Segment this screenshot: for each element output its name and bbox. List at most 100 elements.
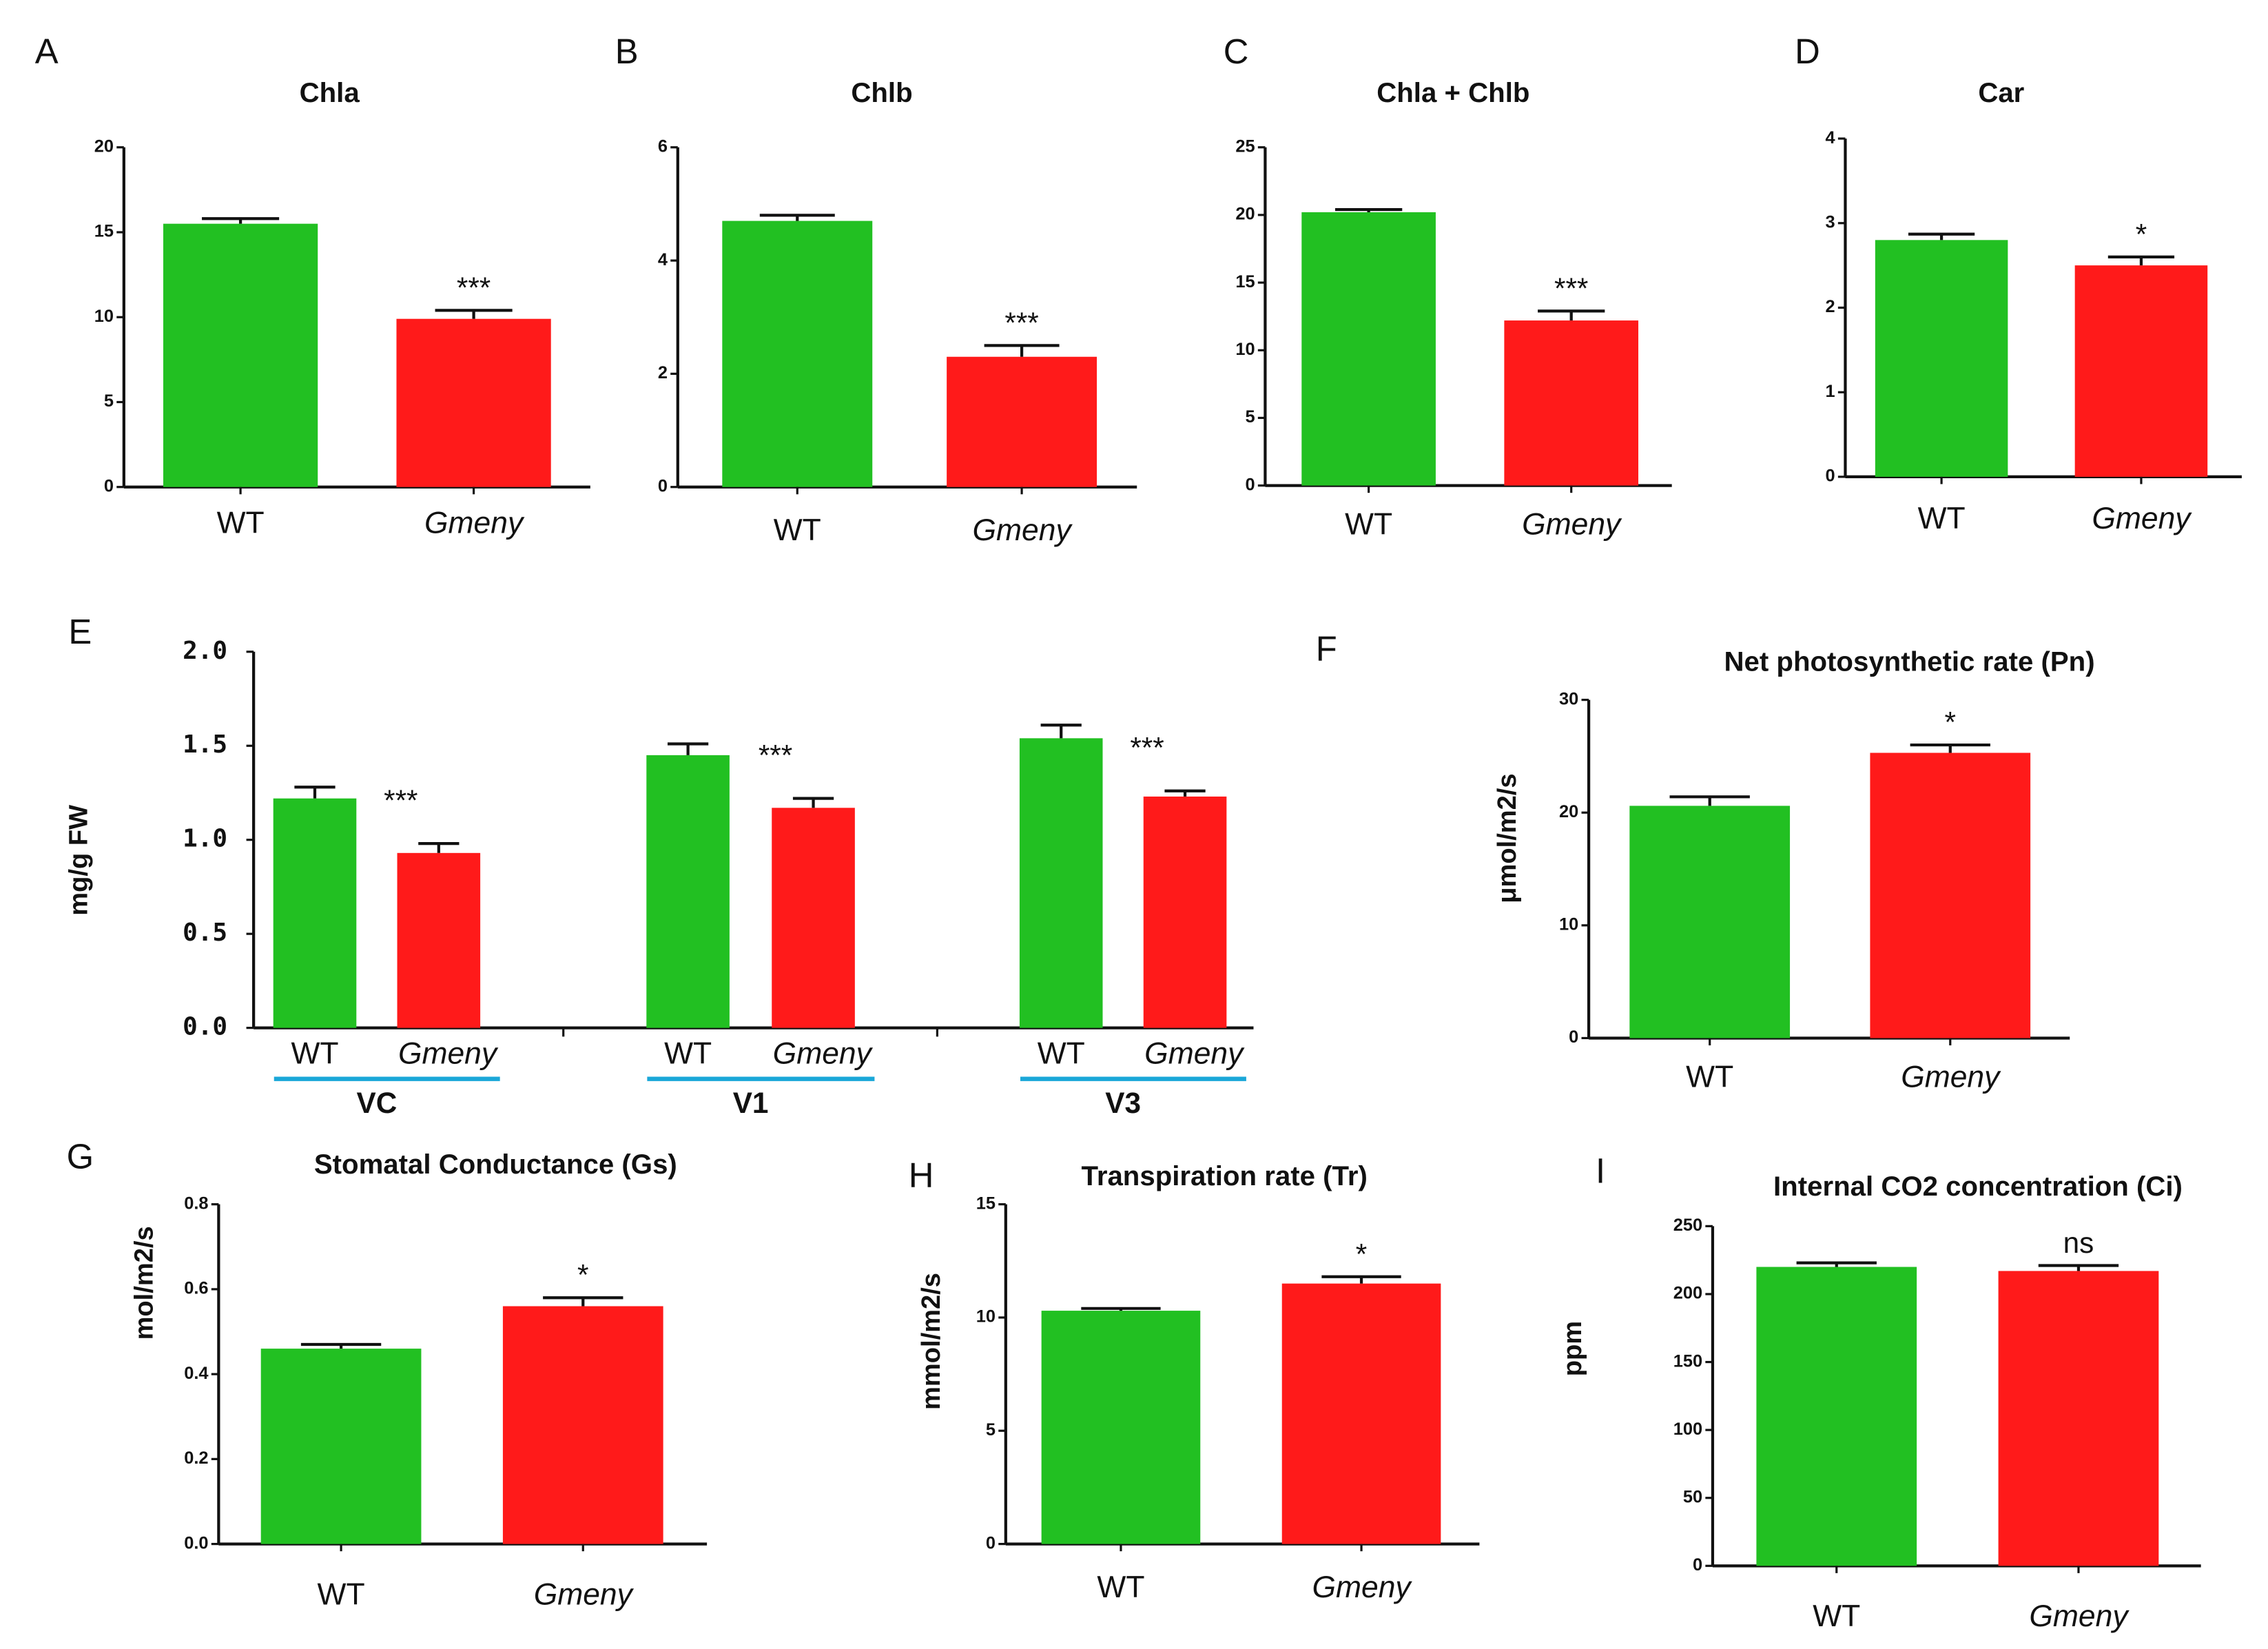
bar	[1870, 752, 2031, 1038]
bar	[1629, 806, 1791, 1038]
panel-letter: H	[909, 1156, 934, 1195]
chart-title: Stomatal Conductance (Gs)	[314, 1149, 677, 1180]
significance-label: *	[577, 1259, 588, 1291]
y-tick-label: 100	[1673, 1420, 1702, 1439]
y-axis-label: mmol/m2/s	[917, 1273, 946, 1410]
bar	[1756, 1267, 1917, 1566]
y-tick-label: 10	[94, 307, 114, 326]
panel-letter: B	[615, 32, 639, 71]
bar	[273, 798, 357, 1028]
y-tick-label: 0	[986, 1533, 996, 1553]
y-tick-label: 10	[1235, 340, 1255, 359]
significance-label: *	[2136, 218, 2147, 250]
y-tick-label: 5	[986, 1420, 996, 1440]
y-tick-label: 0.2	[184, 1448, 208, 1468]
bar	[1301, 212, 1436, 486]
chart-title: Chla	[300, 77, 360, 108]
y-tick-label: 15	[94, 222, 114, 241]
x-tick-label: Gmeny	[973, 513, 1073, 547]
bar	[1019, 738, 1103, 1028]
y-tick-label: 0.5	[183, 919, 227, 947]
y-tick-label: 0	[1569, 1027, 1578, 1047]
panel-letter: C	[1224, 32, 1249, 71]
group-label: V1	[733, 1087, 769, 1119]
bar	[1281, 1283, 1441, 1544]
series-label: Gmeny	[1144, 1037, 1245, 1071]
y-axis-label: ppm	[1558, 1321, 1587, 1376]
bar	[397, 852, 481, 1028]
y-tick-label: 5	[104, 391, 114, 411]
bar	[947, 356, 1097, 487]
significance-label: ***	[759, 739, 792, 772]
bar	[2074, 265, 2208, 477]
x-tick-label: WT	[1097, 1570, 1144, 1604]
significance-label: ***	[384, 784, 417, 817]
bar	[1998, 1271, 2159, 1566]
x-tick-label: Gmeny	[2029, 1599, 2130, 1633]
y-tick-label: 2	[1826, 297, 1835, 316]
bar	[396, 318, 551, 487]
x-tick-label: WT	[1813, 1599, 1860, 1633]
x-tick-label: Gmeny	[534, 1577, 635, 1611]
chart-title: Chlb	[851, 77, 912, 108]
y-tick-label: 0	[658, 476, 668, 495]
bar	[260, 1349, 422, 1544]
y-tick-label: 25	[1235, 136, 1255, 156]
group-label: V3	[1105, 1087, 1141, 1119]
bar	[772, 808, 855, 1028]
panel-letter: E	[68, 612, 92, 651]
bar	[163, 223, 318, 487]
y-tick-label: 15	[976, 1194, 996, 1213]
chart-title: Transpiration rate (Tr)	[1081, 1160, 1367, 1191]
y-tick-label: 0	[1693, 1555, 1702, 1575]
panel-letter: I	[1596, 1151, 1605, 1191]
y-tick-label: 6	[658, 136, 668, 156]
x-tick-label: WT	[1686, 1060, 1733, 1094]
y-tick-label: 4	[1826, 128, 1835, 147]
y-tick-label: 2	[658, 363, 668, 382]
significance-label: ***	[1130, 732, 1164, 764]
series-label: WT	[1038, 1037, 1085, 1071]
x-tick-label: WT	[1918, 502, 1966, 535]
x-tick-label: Gmeny	[424, 506, 525, 540]
y-tick-label: 0	[1245, 475, 1255, 494]
y-tick-label: 20	[94, 136, 114, 156]
y-tick-label: 0.0	[183, 1013, 227, 1041]
chart-title: Car	[1978, 77, 2024, 108]
y-axis-label: mol/m2/s	[130, 1226, 159, 1340]
y-tick-label: 1	[1826, 382, 1835, 401]
bar	[1875, 240, 2008, 477]
y-tick-label: 3	[1826, 212, 1835, 232]
y-tick-label: 1.5	[183, 730, 227, 759]
significance-label: *	[1356, 1238, 1367, 1270]
series-label: Gmeny	[398, 1037, 499, 1071]
y-tick-label: 30	[1559, 689, 1578, 708]
y-tick-label: 5	[1245, 407, 1255, 427]
y-tick-label: 0.4	[184, 1364, 208, 1383]
series-label: Gmeny	[773, 1037, 874, 1071]
y-tick-label: 0.0	[184, 1533, 208, 1553]
series-label: WT	[291, 1037, 338, 1071]
significance-label: ns	[2063, 1227, 2094, 1259]
x-tick-label: WT	[217, 506, 265, 540]
bar	[1504, 320, 1639, 486]
y-tick-label: 20	[1235, 205, 1255, 224]
y-tick-label: 250	[1673, 1216, 1702, 1235]
significance-label: ***	[1554, 272, 1588, 305]
panel-letter: G	[67, 1136, 94, 1176]
y-axis-label: mg/g FW	[64, 805, 93, 916]
bar	[502, 1306, 663, 1544]
group-label: VC	[357, 1087, 398, 1119]
y-axis-label: μmol/m2/s	[1493, 773, 1522, 903]
y-tick-label: 10	[976, 1307, 996, 1327]
x-tick-label: Gmeny	[1901, 1060, 2001, 1094]
chart-title: Chla + Chlb	[1377, 77, 1529, 108]
y-tick-label: 0.6	[184, 1279, 208, 1298]
y-tick-label: 0.8	[184, 1194, 208, 1213]
bar	[1143, 796, 1227, 1028]
bar	[722, 221, 873, 487]
y-tick-label: 10	[1559, 915, 1578, 934]
y-tick-label: 0	[104, 476, 114, 495]
bar	[1041, 1311, 1201, 1544]
